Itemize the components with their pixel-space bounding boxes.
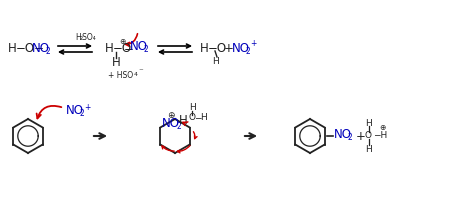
Text: O: O (365, 132, 372, 141)
Text: 2: 2 (80, 110, 85, 119)
Text: ₂SO₄: ₂SO₄ (80, 33, 97, 42)
Text: 2: 2 (46, 47, 51, 55)
Text: NO: NO (32, 41, 50, 54)
Text: H: H (189, 103, 196, 112)
Text: O: O (189, 113, 196, 122)
Text: H: H (200, 42, 209, 55)
Text: 2: 2 (348, 133, 353, 143)
Text: −O−: −O− (16, 42, 45, 55)
Text: +: + (250, 40, 256, 49)
Text: 2: 2 (144, 45, 149, 54)
Text: + HSO: + HSO (108, 71, 133, 80)
Text: H: H (75, 33, 81, 42)
Text: +: + (84, 102, 91, 112)
Text: −O: −O (113, 42, 132, 55)
Text: NO: NO (162, 117, 180, 130)
Text: H: H (179, 114, 188, 128)
Text: −O: −O (208, 42, 227, 55)
Text: H: H (213, 58, 219, 67)
Text: 2: 2 (246, 47, 251, 55)
Text: +: + (356, 130, 366, 143)
Text: −: − (124, 42, 134, 55)
Text: H: H (8, 42, 17, 55)
Text: ⊕: ⊕ (167, 111, 175, 120)
Text: ⊕: ⊕ (379, 123, 385, 133)
Text: H: H (365, 119, 373, 128)
Text: ⁻: ⁻ (138, 68, 143, 76)
Text: +: + (224, 42, 234, 55)
Text: H: H (365, 144, 373, 153)
Text: H: H (200, 113, 207, 122)
Text: 2: 2 (176, 122, 181, 131)
Text: NO: NO (130, 41, 148, 53)
Text: ⊕: ⊕ (119, 38, 125, 47)
Text: NO: NO (66, 104, 84, 118)
Text: −: − (193, 113, 201, 122)
Text: NO: NO (334, 129, 352, 142)
Text: NO: NO (232, 41, 250, 54)
Text: −H: −H (373, 132, 387, 141)
Text: H: H (105, 42, 114, 55)
Text: 4: 4 (134, 72, 138, 78)
Text: H: H (111, 57, 120, 70)
